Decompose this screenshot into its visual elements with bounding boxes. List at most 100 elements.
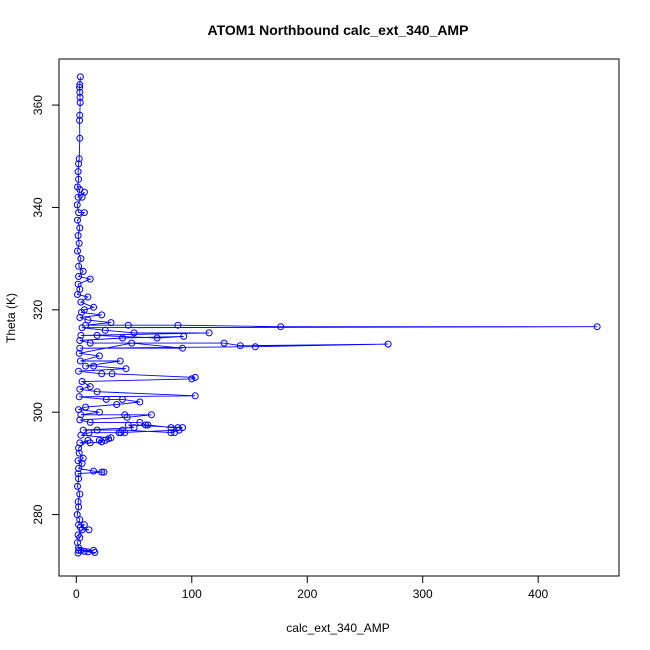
- x-tick-label: 100: [182, 587, 202, 601]
- data-point: [86, 275, 94, 283]
- data-point: [77, 331, 85, 339]
- data-point: [113, 401, 121, 408]
- data-point: [84, 436, 92, 444]
- data-point: [78, 526, 86, 534]
- data-point: [167, 429, 175, 437]
- data-point: [191, 373, 199, 381]
- data-point: [236, 342, 244, 350]
- data-point: [78, 193, 86, 201]
- data-point: [76, 73, 84, 81]
- data-point: [75, 444, 83, 452]
- data-point: [90, 467, 98, 475]
- data-point: [74, 482, 81, 490]
- data-point: [76, 516, 84, 524]
- data-point: [93, 331, 101, 339]
- data-point: [74, 291, 81, 298]
- data-point: [86, 339, 94, 347]
- x-tick-label: 0: [73, 587, 80, 601]
- data-point: [75, 262, 83, 270]
- data-point: [136, 398, 144, 406]
- data-point: [130, 424, 138, 432]
- data-point: [76, 337, 84, 344]
- data-point: [98, 370, 106, 378]
- data-point: [75, 273, 83, 280]
- data-point: [147, 411, 155, 419]
- data-point: [76, 116, 84, 124]
- data-point: [75, 367, 83, 375]
- data-point: [75, 239, 83, 247]
- data-point: [82, 403, 90, 411]
- y-tick-label: 340: [31, 197, 45, 217]
- x-tick-label: 300: [413, 587, 433, 601]
- data-point: [76, 439, 84, 447]
- data-point: [116, 357, 124, 365]
- data-point: [76, 83, 84, 91]
- data-point: [105, 435, 113, 443]
- data-point: [75, 393, 83, 401]
- data-point: [74, 498, 82, 506]
- data-point: [124, 421, 132, 429]
- data-point: [117, 429, 125, 437]
- data-point: [144, 421, 152, 429]
- data-point: [93, 426, 101, 434]
- data-point: [73, 201, 81, 209]
- y-axis: 280 300 320 340 360: [31, 95, 60, 525]
- data-point: [91, 549, 99, 556]
- data-point: [175, 426, 183, 434]
- data-point: [130, 329, 138, 337]
- data-point: [77, 431, 85, 439]
- data-point: [77, 411, 85, 419]
- data-point: [179, 344, 186, 352]
- x-axis: 0 100 200 300 400: [73, 575, 549, 601]
- data-point: [78, 378, 86, 385]
- data-point: [78, 459, 86, 467]
- data-point: [75, 546, 83, 554]
- data-point: [74, 539, 81, 547]
- data-point: [205, 329, 213, 337]
- data-point: [74, 232, 82, 240]
- data-point: [75, 175, 83, 183]
- data-point: [98, 468, 106, 476]
- data-point: [76, 99, 84, 106]
- data-point: [86, 418, 94, 426]
- data-point: [75, 465, 83, 472]
- data-point: [76, 490, 84, 498]
- data-point: [167, 424, 175, 432]
- data-point: [74, 168, 82, 176]
- data-point: [188, 375, 196, 383]
- data-point: [90, 362, 98, 370]
- data-point: [180, 332, 188, 340]
- data-point: [220, 339, 228, 347]
- data-point: [277, 323, 285, 331]
- chart-title: ATOM1 Northbound calc_ext_340_AMP: [208, 22, 469, 38]
- y-tick-label: 280: [31, 504, 45, 524]
- x-axis-label: calc_ext_340_AMP: [286, 621, 389, 635]
- data-point: [76, 344, 84, 352]
- data-point: [124, 321, 132, 329]
- data-point: [153, 334, 161, 342]
- data-point: [75, 503, 83, 511]
- data-point: [77, 255, 85, 263]
- data-point: [77, 298, 85, 306]
- data-point: [75, 155, 83, 163]
- data-point: [74, 470, 82, 478]
- data-point: [86, 383, 94, 391]
- data-point: [101, 326, 109, 334]
- data-point: [74, 549, 82, 557]
- data-point: [84, 293, 92, 301]
- data-point: [82, 362, 90, 370]
- series-line: [76, 76, 598, 554]
- data-point: [95, 408, 103, 416]
- data-point: [119, 334, 126, 342]
- x-tick-label: 200: [297, 587, 317, 601]
- y-tick-label: 300: [31, 402, 45, 422]
- data-point: [74, 193, 82, 201]
- data-point: [98, 311, 106, 319]
- data-point: [98, 438, 106, 446]
- data-point: [76, 81, 84, 89]
- data-point: [95, 352, 103, 360]
- data-point: [100, 468, 108, 476]
- y-tick-label: 360: [31, 95, 45, 115]
- data-point: [76, 111, 84, 119]
- data-point: [75, 475, 83, 483]
